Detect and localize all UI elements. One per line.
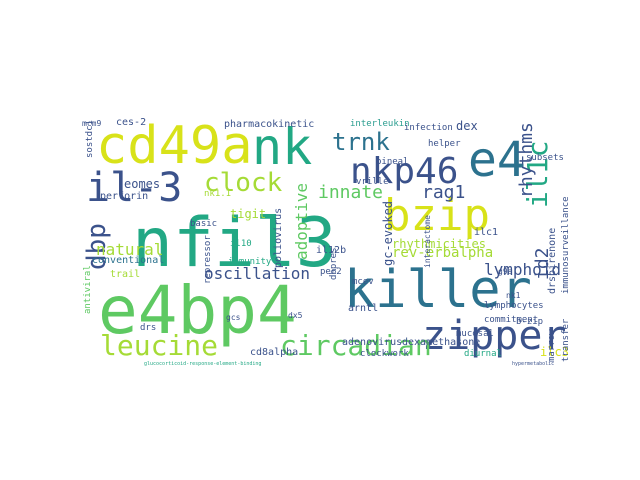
cloud-word: ces-2 <box>116 118 147 128</box>
cloud-word: lymphocytes <box>484 301 544 311</box>
cloud-word: innate <box>318 182 384 203</box>
cloud-word: transfer <box>561 318 571 362</box>
cloud-word: gc-evoked <box>381 200 395 266</box>
cloud-word: zipper <box>422 313 567 359</box>
cloud-word: mcev <box>352 277 374 287</box>
cloud-word: drspirenone <box>547 227 558 294</box>
cloud-word: subsets <box>526 153 564 163</box>
cloud-word: tigit <box>230 207 267 221</box>
cloud-word: commitment <box>484 315 539 325</box>
cloud-word: clock <box>204 168 283 198</box>
cloud-word: interactome <box>423 215 432 268</box>
cloud-word: cd8alpha <box>250 347 299 358</box>
cloud-word: nkp46 <box>350 151 459 192</box>
cloud-word: hypermetabolic <box>512 361 555 367</box>
cloud-word: basic <box>190 219 218 229</box>
cloud-word: leucine <box>100 329 219 362</box>
cloud-word: eomes <box>124 177 161 191</box>
cloud-word: il10 <box>230 239 252 249</box>
cloud-word: cd49a <box>96 118 253 176</box>
cloud-word: adoptive <box>292 182 311 260</box>
cloud-word: diurnal <box>464 349 502 359</box>
cloud-word: poliovirus <box>273 207 284 268</box>
cloud-word: oscillation <box>204 264 310 283</box>
cloud-word: dexamethasone <box>402 337 481 348</box>
cloud-word: dex <box>456 119 478 133</box>
cloud-word: g9a <box>498 267 513 276</box>
cloud-word: il-3 <box>86 165 183 211</box>
cloud-word: interleukin <box>350 119 410 129</box>
cloud-word: helper <box>428 139 461 149</box>
cloud-word: circadian <box>280 329 432 362</box>
cloud-word: b-zip <box>516 317 544 327</box>
cloud-word: rhythmicities <box>392 237 486 251</box>
cloud-word: gcs <box>226 313 241 322</box>
cloud-word: immunosurveillance <box>561 196 571 294</box>
cloud-word: mucosal <box>456 329 494 339</box>
cloud-word: nk1 <box>506 291 521 300</box>
cloud-word: vrille <box>356 177 389 187</box>
cloud-word: arntl <box>348 303 379 314</box>
cloud-word: drs <box>140 323 157 333</box>
word-cloud: nfil3 e4bp4 killer bzip cd49a nk e4 zipp… <box>80 118 580 368</box>
cloud-word: infection <box>404 123 453 133</box>
cloud-word: nk1.1 <box>204 189 232 199</box>
cloud-word: marrow <box>547 329 557 362</box>
cloud-word: e4bp4 <box>98 272 297 349</box>
cloud-word: glucocorticoid-response-element-binding <box>144 361 262 367</box>
cloud-word: per2 <box>320 267 342 277</box>
cloud-word: immunity <box>228 257 272 267</box>
cloud-word: conventional <box>92 255 165 266</box>
cloud-word: e4 <box>468 132 526 188</box>
cloud-word: natural <box>96 240 164 259</box>
cloud-word: killer <box>344 260 532 320</box>
cloud-word: perforin <box>100 191 149 202</box>
cloud-word: pineal <box>376 157 409 167</box>
cloud-word: mcm9 <box>82 119 102 128</box>
cloud-word: dx5 <box>288 311 303 320</box>
cloud-word: nk <box>252 118 313 176</box>
cloud-word: rev-erbalpha <box>392 245 494 261</box>
cloud-word: repressor <box>203 235 213 284</box>
cloud-word: il12b <box>316 245 347 256</box>
cloud-word: rag1 <box>422 182 466 203</box>
cloud-word: lymphoid <box>484 260 562 279</box>
cloud-word: bzip <box>384 190 490 241</box>
cloud-word: nfil3 <box>132 204 337 283</box>
cloud-word: antiviral <box>83 265 93 314</box>
cloud-word: trail <box>110 269 141 280</box>
cloud-word: clockwork <box>360 349 409 359</box>
cloud-word: pharmacokinetic <box>224 119 315 130</box>
cloud-word: ilc1 <box>474 227 499 238</box>
cloud-word: adenovirus <box>342 337 403 348</box>
cloud-word: ilc3 <box>540 345 569 359</box>
cloud-word: trnk <box>332 128 390 156</box>
